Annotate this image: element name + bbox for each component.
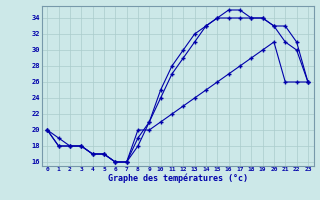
X-axis label: Graphe des températures (°c): Graphe des températures (°c) bbox=[108, 174, 248, 183]
